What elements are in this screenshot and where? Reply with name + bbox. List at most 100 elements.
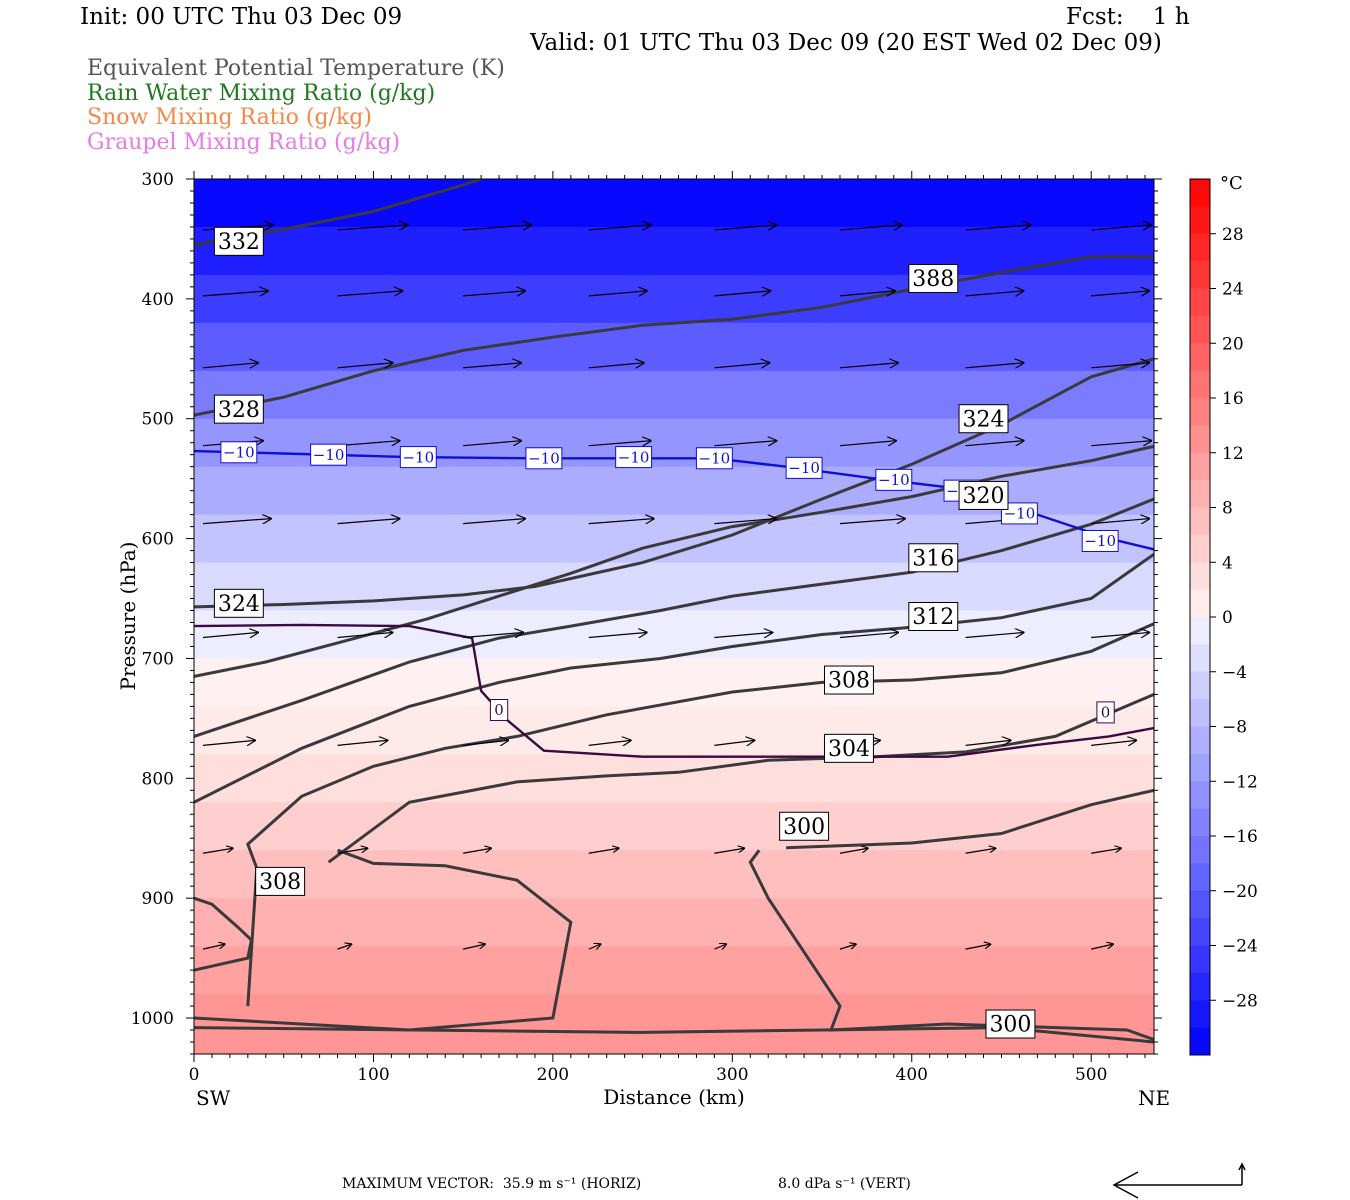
wind-vector — [965, 291, 1024, 297]
isotherm-minus10-label: −10 — [1081, 529, 1119, 552]
colorbar-tick-label: −20 — [1222, 882, 1258, 902]
theta-e-line — [194, 357, 1154, 609]
valid-time: Valid: 01 UTC Thu 03 Dec 09 (20 EST Wed … — [530, 30, 1162, 56]
theta-e-label: 332 — [213, 226, 264, 256]
wind-vector — [202, 632, 258, 639]
colorbar-tick-label: −16 — [1222, 827, 1258, 847]
colorbar-tick-label: 8 — [1222, 499, 1233, 519]
wind-vector — [463, 291, 525, 297]
theta-e-label: 324 — [213, 588, 264, 618]
theta-e-label-box — [213, 394, 264, 424]
theta-e-label-box — [908, 543, 959, 573]
wind-vector — [839, 291, 895, 297]
x-tick-label: 0 — [189, 1065, 200, 1085]
colorbar-band — [1190, 781, 1210, 810]
theta-e-label: 324 — [958, 404, 1009, 434]
theta-e-label: 388 — [908, 263, 959, 293]
temperature-band — [194, 322, 1154, 372]
theta-e-label-box — [823, 733, 874, 763]
temperature-band — [194, 370, 1154, 420]
colorbar-band — [1190, 233, 1210, 262]
colorbar-band — [1190, 972, 1210, 1001]
colorbar-band — [1190, 288, 1210, 317]
y-axis-label: Pressure (hPa) — [116, 542, 140, 691]
colorbar-band — [1190, 808, 1210, 837]
wind-vector — [965, 225, 1031, 231]
wind-vector — [839, 944, 856, 950]
theta-e-label: 300 — [985, 1009, 1036, 1039]
wind-vector — [714, 291, 770, 297]
isotherm-minus10-label-box — [1000, 502, 1038, 525]
wind-vector — [839, 632, 898, 639]
theta-e-label-box — [958, 480, 1009, 510]
init-time: Init: 00 UTC Thu 03 Dec 09 — [80, 4, 403, 30]
theta-e-label-text: 312 — [912, 605, 954, 630]
colorbar-band — [1190, 699, 1210, 727]
legend-graupel: Graupel Mixing Ratio (g/kg) — [87, 130, 401, 155]
wind-vector — [1091, 632, 1149, 639]
temperature-band — [194, 658, 1154, 708]
colorbar-tick-label: 24 — [1222, 280, 1244, 300]
wind-vector — [1091, 291, 1149, 297]
wind-vector — [202, 848, 233, 854]
wind-vector — [965, 944, 991, 950]
theta-e-label: 320 — [958, 480, 1009, 510]
colorbar-tick-label: 4 — [1222, 553, 1233, 573]
wind-vector — [337, 519, 400, 525]
x-tick-label: 300 — [716, 1065, 748, 1085]
wind-vector — [463, 441, 521, 447]
theta-e-label-text: 332 — [218, 230, 260, 255]
isotherm-minus10-label: −10 — [525, 447, 563, 470]
theta-e-label-text: 328 — [218, 398, 260, 423]
theta-e-label-text: 388 — [912, 267, 954, 292]
wind-vector — [1091, 848, 1121, 854]
colorbar-band — [1190, 370, 1210, 399]
theta-e-line — [194, 1026, 1154, 1044]
theta-e-label-box — [213, 226, 264, 256]
theta-e-line — [194, 896, 254, 972]
theta-e-label-text: 300 — [783, 815, 825, 840]
wind-vector — [714, 519, 776, 525]
theta-e-label-text: 324 — [963, 407, 1005, 432]
theta-e-label-box — [908, 263, 959, 293]
colorbar-band — [1190, 261, 1210, 289]
forecast-hour: Fcst: 1 h — [1066, 4, 1190, 30]
colorbar-band — [1190, 480, 1210, 508]
wind-vector — [337, 441, 400, 447]
isotherm-0-label-box — [489, 698, 509, 721]
wind-vector — [337, 225, 408, 231]
colorbar-band — [1190, 1000, 1210, 1029]
theta-e-label-box — [908, 602, 959, 631]
theta-e-label-text: 304 — [828, 737, 870, 762]
isotherm-minus10-label-text: −10 — [313, 446, 345, 464]
colorbar-band — [1190, 206, 1210, 235]
isotherm-0-line — [194, 623, 1154, 758]
colorbar-band — [1190, 343, 1210, 372]
temperature-band — [194, 610, 1154, 660]
theta-e-label: 312 — [908, 602, 959, 631]
theta-e-label: 316 — [908, 543, 959, 573]
wind-vector — [839, 363, 898, 369]
theta-e-label: 304 — [823, 733, 874, 763]
colorbar-tick-label: 0 — [1222, 608, 1233, 628]
wind-vector — [337, 848, 368, 854]
wind-vector — [965, 848, 996, 854]
wind-vector — [714, 740, 754, 745]
wind-vector — [588, 519, 654, 525]
temperature-band — [194, 898, 1154, 948]
theta-e-line — [194, 848, 573, 1032]
colorbar-band — [1190, 863, 1210, 892]
isotherm-minus10-label-box — [695, 447, 733, 470]
wind-vector — [839, 441, 896, 447]
wind-vector — [588, 944, 601, 949]
isotherm-0-label-text: 0 — [1101, 704, 1111, 722]
wind-vector — [202, 944, 225, 950]
wind-vector — [714, 363, 769, 369]
isotherm-minus10-label-text: −10 — [878, 471, 910, 489]
wind-vector — [1091, 363, 1149, 369]
temperature-band — [194, 179, 1154, 228]
wind-vector — [1091, 225, 1151, 231]
colorbar-band — [1190, 1027, 1210, 1056]
colorbar-band — [1190, 890, 1210, 919]
